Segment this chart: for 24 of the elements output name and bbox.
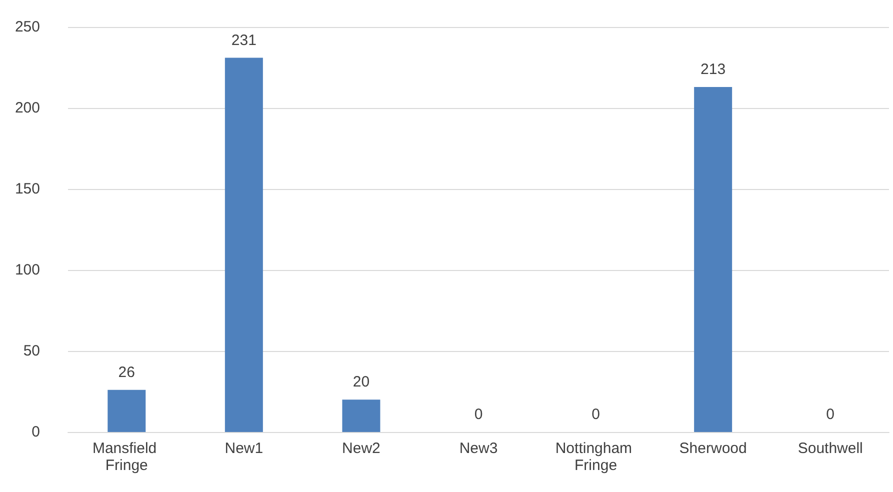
y-tick-label: 100 [14,262,40,278]
bar [342,400,380,432]
data-label: 0 [826,406,835,423]
bar [694,86,732,432]
x-tick-label: Southwell [798,440,863,457]
x-tick-label: Sherwood [679,440,747,457]
data-label: 26 [118,364,135,381]
y-tick-label: 150 [14,180,40,198]
x-tick-label: Nottingham Fringe [555,440,636,474]
y-tick-label: 0 [32,424,40,440]
x-tick-label: Mansfield Fringe [92,440,161,474]
x-tick-label: New2 [342,440,380,457]
data-label: 231 [231,32,256,49]
x-tick-label: New3 [459,440,498,457]
y-tick-label: 50 [23,342,40,360]
data-label: 20 [352,374,370,391]
y-tick-label: 250 [14,18,40,36]
data-label: 213 [700,60,726,78]
data-label: 0 [592,406,600,423]
bar [108,390,146,432]
data-label: 0 [474,406,483,423]
y-tick-label: 200 [14,100,40,116]
x-tick-label: New1 [224,440,264,457]
bar [224,58,263,432]
